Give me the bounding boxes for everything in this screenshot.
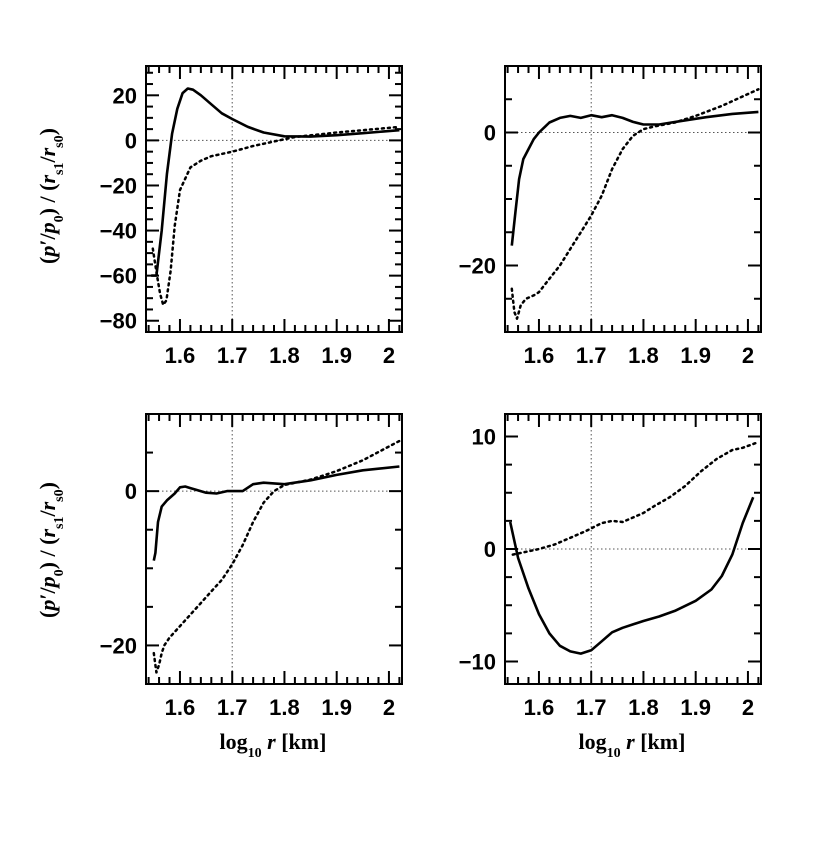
series-solid <box>508 496 755 655</box>
y-axis-label-bottom: (p′/p0) / (rs1/rs0) <box>35 482 67 618</box>
x-tick-label: 2 <box>742 343 754 368</box>
x-tick-label: 1.8 <box>628 695 659 720</box>
y-tick-label: 20 <box>113 83 137 108</box>
y-tick-label: −10 <box>459 650 496 675</box>
y-tick-label: 10 <box>472 425 496 450</box>
y-tick-label: 0 <box>484 537 496 562</box>
x-axis-label-right: log10 r [km] <box>579 729 686 761</box>
x-tick-label: 1.8 <box>269 695 300 720</box>
x-tick-label: 1.6 <box>165 695 196 720</box>
plot-frame <box>504 65 762 333</box>
x-tick-label: 1.9 <box>680 343 711 368</box>
y-tick-label: −20 <box>100 633 137 658</box>
panel-bottom-left: 1.6 1.7 1.8 1.9 2 0 −20 <box>100 413 403 720</box>
y-tick-label: 0 <box>125 479 137 504</box>
x-tick-label: 1.9 <box>321 695 352 720</box>
x-tick-label: 1.6 <box>165 343 196 368</box>
y-axis-label-top: (p′/p0) / (rs1/rs0) <box>35 128 67 264</box>
series-dotted <box>151 125 401 307</box>
x-tick-label: 1.7 <box>576 343 607 368</box>
y-tick-label: −20 <box>459 254 496 279</box>
x-tick-label: 1.7 <box>217 695 248 720</box>
series-solid <box>151 87 400 277</box>
y-tick-label: −40 <box>100 219 137 244</box>
x-tick-label: 2 <box>383 343 395 368</box>
series-solid <box>510 110 759 246</box>
x-tick-label: 1.8 <box>628 343 659 368</box>
x-tick-label: 1.6 <box>524 695 555 720</box>
panel-top-right: 1.6 1.7 1.8 1.9 2 0 −20 <box>459 65 762 368</box>
panel-bottom-right: 1.6 1.7 1.8 1.9 2 10 0 −10 <box>459 413 762 720</box>
x-tick-label: 1.8 <box>269 343 300 368</box>
x-tick-label: 1.9 <box>680 695 711 720</box>
panel-top-left: 1.6 1.7 1.8 1.9 2 20 0 −20 −40 −60 −80 <box>100 65 403 368</box>
x-tick-label: 1.6 <box>524 343 555 368</box>
plot-frame <box>145 413 403 685</box>
y-tick-label: −20 <box>100 173 137 198</box>
x-tick-label: 2 <box>742 695 754 720</box>
y-tick-label: −60 <box>100 264 137 289</box>
y-tick-label: 0 <box>125 128 137 153</box>
x-tick-label: 1.7 <box>217 343 248 368</box>
series-solid <box>152 465 400 561</box>
x-tick-label: 1.7 <box>576 695 607 720</box>
y-tick-label: 0 <box>484 121 496 146</box>
plot-frame <box>145 65 403 333</box>
x-tick-label: 1.9 <box>321 343 352 368</box>
x-tick-label: 2 <box>383 695 395 720</box>
series-dotted <box>152 439 401 674</box>
series-dotted <box>511 440 760 556</box>
series-dotted <box>510 88 760 320</box>
y-tick-label: −80 <box>100 309 137 334</box>
x-axis-label-left: log10 r [km] <box>220 729 327 761</box>
